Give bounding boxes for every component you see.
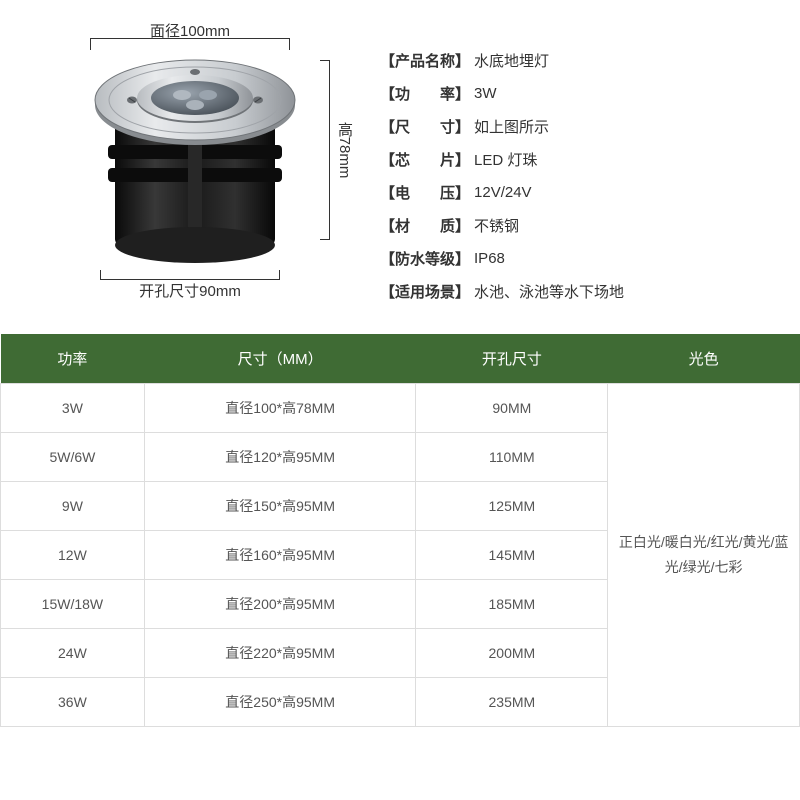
- table-cell-size: 直径100*高78MM: [144, 384, 416, 433]
- table-cell-hole: 125MM: [416, 482, 608, 531]
- spec-label: 【产品名称】: [380, 50, 470, 71]
- spec-label: 【防水等级】: [380, 248, 470, 269]
- spec-label: 【尺 寸】: [380, 116, 470, 137]
- spec-row: 【产品名称】水底地埋灯: [380, 50, 760, 71]
- dimension-right-line: [320, 60, 330, 240]
- spec-label: 【材 质】: [380, 215, 470, 236]
- table-cell-size: 直径120*高95MM: [144, 433, 416, 482]
- table-cell-size: 直径220*高95MM: [144, 629, 416, 678]
- spec-value: 如上图所示: [474, 116, 549, 137]
- spec-label: 【电 压】: [380, 182, 470, 203]
- spec-value: 水池、泳池等水下场地: [474, 281, 624, 302]
- spec-value: 不锈钢: [474, 215, 519, 236]
- table-row: 3W直径100*高78MM90MM正白光/暖白光/红光/黄光/蓝光/绿光/七彩: [1, 384, 800, 433]
- dimension-right-label: 高78mm: [334, 122, 355, 179]
- table-cell-size: 直径200*高95MM: [144, 580, 416, 629]
- table-cell-hole: 90MM: [416, 384, 608, 433]
- table-cell-power: 36W: [1, 678, 145, 727]
- spec-value: LED 灯珠: [474, 149, 537, 170]
- table-cell-power: 12W: [1, 531, 145, 580]
- table-cell-size: 直径150*高95MM: [144, 482, 416, 531]
- spec-label: 【功 率】: [380, 83, 470, 104]
- table-cell-hole: 200MM: [416, 629, 608, 678]
- table-cell-hole: 145MM: [416, 531, 608, 580]
- spec-label: 【芯 片】: [380, 149, 470, 170]
- table-header: 光色: [608, 334, 800, 384]
- dimension-top-line: [90, 38, 290, 50]
- table-cell-power: 24W: [1, 629, 145, 678]
- table-header: 开孔尺寸: [416, 334, 608, 384]
- spec-row: 【电 压】12V/24V: [380, 182, 760, 203]
- spec-row: 【尺 寸】如上图所示: [380, 116, 760, 137]
- table-cell-size: 直径250*高95MM: [144, 678, 416, 727]
- spec-list: 【产品名称】水底地埋灯【功 率】3W【尺 寸】如上图所示【芯 片】LED 灯珠【…: [380, 20, 760, 314]
- spec-row: 【功 率】3W: [380, 83, 760, 104]
- table-header: 尺寸（MM）: [144, 334, 416, 384]
- table-cell-hole: 110MM: [416, 433, 608, 482]
- spec-row: 【材 质】不锈钢: [380, 215, 760, 236]
- product-diagram: 面径100mm: [40, 20, 340, 314]
- spec-value: 3W: [474, 85, 497, 102]
- table-cell-hole: 185MM: [416, 580, 608, 629]
- product-illustration: [80, 50, 310, 270]
- spec-table: 功率尺寸（MM）开孔尺寸光色 3W直径100*高78MM90MM正白光/暖白光/…: [0, 334, 800, 727]
- table-cell-power: 15W/18W: [1, 580, 145, 629]
- spec-value: IP68: [474, 250, 505, 267]
- spec-value: 12V/24V: [474, 184, 532, 201]
- spec-value: 水底地埋灯: [474, 50, 549, 71]
- table-cell-size: 直径160*高95MM: [144, 531, 416, 580]
- spec-row: 【适用场景】水池、泳池等水下场地: [380, 281, 760, 302]
- spec-row: 【防水等级】IP68: [380, 248, 760, 269]
- table-cell-hole: 235MM: [416, 678, 608, 727]
- table-header: 功率: [1, 334, 145, 384]
- spec-row: 【芯 片】LED 灯珠: [380, 149, 760, 170]
- table-cell-power: 3W: [1, 384, 145, 433]
- table-cell-power: 5W/6W: [1, 433, 145, 482]
- spec-label: 【适用场景】: [380, 281, 470, 302]
- table-cell-color: 正白光/暖白光/红光/黄光/蓝光/绿光/七彩: [608, 384, 800, 727]
- dimension-bottom-line: [100, 270, 280, 280]
- table-cell-power: 9W: [1, 482, 145, 531]
